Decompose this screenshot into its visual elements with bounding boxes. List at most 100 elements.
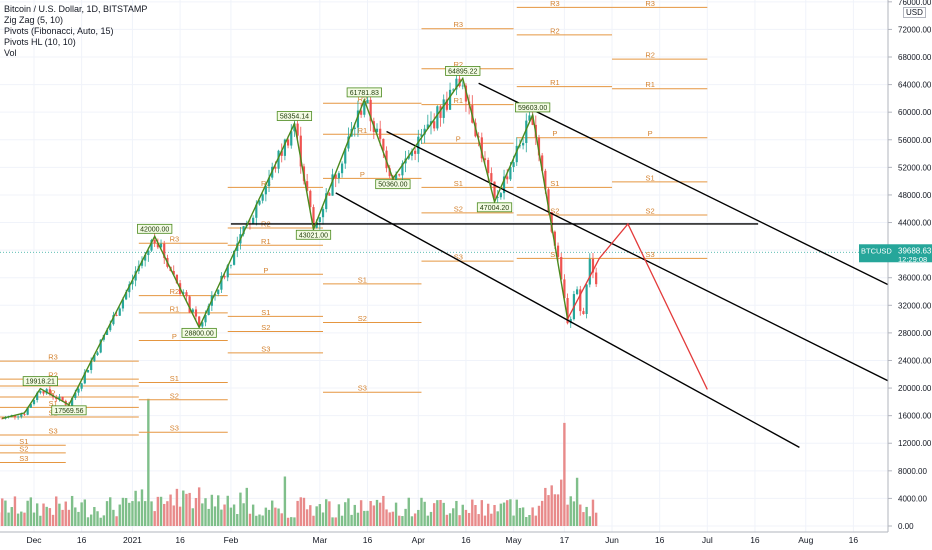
legend-pivots-fibonacci[interactable]: Pivots (Fibonacci, Auto, 15) [4, 26, 114, 36]
price-tick-label: 52000.00 [898, 163, 932, 172]
volume-bar [264, 507, 268, 526]
candle-body [156, 243, 159, 248]
candle-body [159, 243, 163, 248]
candle-body [45, 389, 48, 394]
candle-body [201, 322, 204, 327]
volume-bar [375, 499, 379, 526]
pivot-label-s1: S1 [19, 437, 28, 446]
candle-body [499, 193, 502, 198]
candle-body [61, 396, 64, 401]
candle-body [58, 396, 61, 400]
volume-bar [32, 512, 36, 526]
pivot-label-r3: R3 [170, 235, 180, 244]
candle-body [575, 289, 579, 295]
price-tick-label: 8000.00 [898, 467, 927, 476]
volume-bar [363, 510, 366, 526]
zigzag-label: 64895.22 [448, 68, 477, 75]
pivot-label-r2: R2 [48, 371, 58, 380]
candle-body [525, 120, 528, 144]
candle-body [36, 392, 39, 400]
volume-bar [582, 512, 585, 526]
time-tick-label: 16 [849, 535, 859, 545]
legend-volume[interactable]: Vol [4, 48, 17, 58]
candle-body [29, 404, 32, 408]
volume-bar [220, 509, 223, 526]
time-tick-label: 16 [175, 535, 185, 545]
pivot-label-r1: R1 [645, 80, 655, 89]
volume-bar [277, 508, 280, 526]
channel-line-1 [386, 130, 892, 384]
volume-bar [334, 517, 337, 526]
volume-bar [309, 505, 312, 526]
volume-bar [280, 513, 283, 526]
zigzag-label-box [295, 229, 332, 240]
pivot-label-r1: R1 [454, 96, 464, 105]
zigzag-label-box [515, 102, 551, 113]
currency-label[interactable]: USD [903, 7, 926, 18]
candle-body [417, 136, 420, 154]
volume-bar [77, 511, 80, 526]
volume-bar [109, 497, 112, 526]
legend-symbol[interactable]: Bitcoin / U.S. Dollar, 1D, BITSTAMP [4, 4, 148, 14]
legend-zigzag[interactable]: Zig Zag (5, 10) [4, 15, 64, 25]
pivot-label-s2: S2 [550, 206, 559, 215]
candle-body [420, 134, 423, 137]
candle-body [163, 243, 166, 258]
volume-bar [579, 504, 582, 526]
pivot-label-s1: S1 [550, 179, 559, 188]
pivot-label-s1: S1 [454, 179, 463, 188]
chart-grid [0, 0, 888, 532]
volume-bar [439, 499, 442, 526]
candle-body [541, 155, 544, 171]
volume-bar [515, 499, 518, 526]
volume-bar [23, 512, 26, 526]
volume-bar [420, 497, 423, 526]
candle-body [366, 99, 369, 104]
price-axis[interactable]: 0.00 4000.00 8000.00 12000.00 16000.00 20000.… [887, 0, 932, 550]
candle-body [531, 115, 534, 125]
candle-body [232, 250, 236, 265]
candle-body [140, 260, 144, 266]
volume-bar [369, 501, 372, 526]
volume-bar [312, 515, 315, 526]
volume-bar [74, 507, 77, 526]
pivot-label-r2: R2 [170, 287, 180, 296]
volume-bar [442, 502, 445, 526]
pivot-label-s3: S3 [454, 253, 463, 262]
pivot-label-r3: R3 [454, 20, 464, 29]
candle-body [99, 339, 102, 353]
pivot-label-r2: R2 [358, 95, 368, 104]
price-tick-label: 24000.00 [898, 356, 932, 365]
candle-body [125, 292, 128, 300]
volume-bar [401, 516, 404, 526]
pivot-label-s2: S2 [358, 314, 367, 323]
candle-body [71, 398, 74, 407]
pivot-label-p: P [172, 332, 177, 341]
volume-bar [302, 497, 306, 526]
volume-bar [474, 505, 477, 526]
candle-body [185, 292, 188, 297]
volume-bar [594, 512, 598, 526]
volume-bar [35, 503, 39, 526]
pivot-label-s3: S3 [550, 250, 559, 259]
zigzag-label: 43021.00 [299, 232, 328, 239]
candle-body [477, 136, 480, 138]
volume-bar [547, 495, 550, 526]
legend-pivots-hl[interactable]: Pivots HL (10, 10) [4, 37, 76, 47]
candle-body [480, 137, 483, 159]
pivot-label-r1: R1 [550, 78, 560, 87]
volume-bar [340, 515, 344, 526]
volume-bar [528, 515, 531, 526]
volume-bar [458, 515, 461, 526]
zigzag-label-box [375, 179, 411, 190]
volume-bar [407, 497, 410, 526]
pivot-label-r3: R3 [48, 353, 58, 362]
pivot-label-s2: S2 [19, 444, 28, 453]
time-axis[interactable]: Dec 16 2021 16 Feb Mar 16 Apr 16 May 17 Jun 16 Jul 16 A… [0, 531, 888, 545]
time-tick-label: 16 [655, 535, 665, 545]
volume-bar [166, 501, 169, 526]
candle-body [369, 99, 372, 122]
candle-body [147, 250, 150, 256]
volume-bar [242, 503, 245, 526]
